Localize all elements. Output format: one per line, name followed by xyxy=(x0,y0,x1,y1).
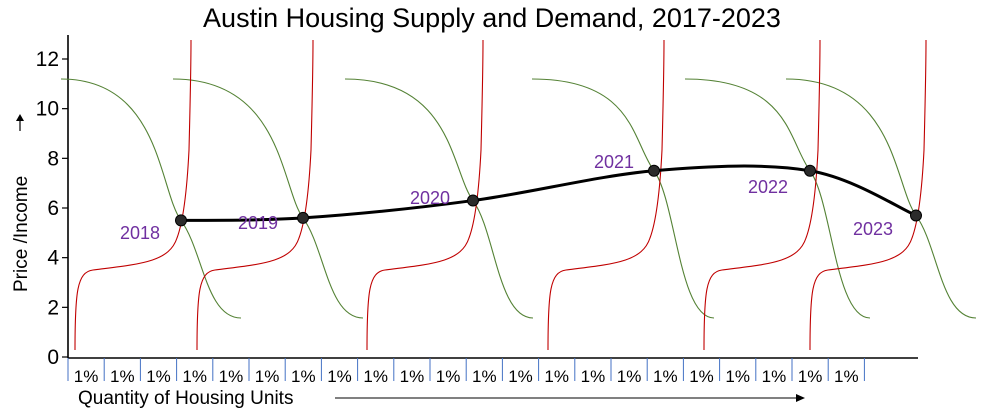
data-point-2020 xyxy=(467,194,479,207)
supply-curve xyxy=(809,39,927,351)
y-tick-label: 0 xyxy=(47,346,59,369)
x-segment-label: 1% xyxy=(617,367,642,386)
data-point-2018 xyxy=(175,214,187,227)
x-segment-label: 1% xyxy=(255,367,280,386)
y-axis-tick-labels: 0 2 4 6 8 10 12 xyxy=(36,48,60,369)
demand-curve xyxy=(60,78,242,319)
x-segment-label: 1% xyxy=(762,367,787,386)
x-segment-label: 1% xyxy=(291,367,316,386)
x-segment-label: 1% xyxy=(74,367,99,386)
year-label-2021: 2021 xyxy=(594,152,634,172)
equilibrium-points xyxy=(175,164,922,227)
x-segment-label: 1% xyxy=(544,367,569,386)
x-segment-label: 1% xyxy=(472,367,497,386)
year-label-2022: 2022 xyxy=(748,177,788,197)
data-point-2023 xyxy=(910,209,922,222)
x-segment-label: 1% xyxy=(798,367,823,386)
y-tick-label: 12 xyxy=(36,48,59,71)
demand-curves xyxy=(60,78,977,319)
y-axis-ticks xyxy=(62,58,68,358)
x-axis-segments: 1% 1% 1% 1% 1% 1% 1% 1% 1% 1% 1% 1% 1% 1% 1% 1% 1% 1% 1% 1%… xyxy=(67,358,865,386)
x-segment-label: 1% xyxy=(653,367,678,386)
data-point-2022 xyxy=(804,164,816,177)
x-segment-label: 1% xyxy=(110,367,135,386)
supply-curve xyxy=(74,39,192,351)
data-point-2019 xyxy=(297,211,309,224)
x-segment-label: 1% xyxy=(327,367,352,386)
y-axis-label-arrow xyxy=(16,114,24,131)
x-segment-label: 1% xyxy=(436,367,461,386)
x-segment-label: 1% xyxy=(363,367,388,386)
x-segment-label: 1% xyxy=(581,367,606,386)
year-labels: 2018 2019 2020 2021 2022 2023 xyxy=(120,152,893,243)
x-segment-label: 1% xyxy=(400,367,425,386)
x-segment-label: 1% xyxy=(834,367,859,386)
x-axis-label: Quantity of Housing Units xyxy=(78,388,293,409)
supply-curves xyxy=(74,39,927,351)
y-tick-label: 4 xyxy=(47,247,59,270)
x-segment-label: 1% xyxy=(508,367,533,386)
y-axis-label: Price /Income xyxy=(11,176,32,292)
x-segment-label: 1% xyxy=(219,367,244,386)
supply-curve xyxy=(366,39,484,351)
x-segment-label: 1% xyxy=(182,367,207,386)
demand-curve xyxy=(172,78,364,319)
demand-curve xyxy=(531,78,715,319)
x-axis-label-arrow xyxy=(335,394,805,402)
y-tick-label: 10 xyxy=(36,98,59,121)
supply-curve xyxy=(703,39,821,351)
supply-curve xyxy=(547,39,665,351)
y-tick-label: 6 xyxy=(47,197,59,220)
year-label-2020: 2020 xyxy=(410,188,450,208)
x-segment-label: 1% xyxy=(725,367,750,386)
demand-curve xyxy=(684,78,871,319)
y-tick-label: 8 xyxy=(47,147,59,170)
year-label-2023: 2023 xyxy=(853,219,893,239)
chart-title: Austin Housing Supply and Demand, 2017-2… xyxy=(203,3,781,33)
year-label-2019: 2019 xyxy=(238,213,278,233)
x-segment-label: 1% xyxy=(689,367,714,386)
x-segment-label: 1% xyxy=(146,367,171,386)
year-label-2018: 2018 xyxy=(120,223,160,243)
data-point-2021 xyxy=(648,164,660,177)
y-tick-label: 2 xyxy=(47,296,59,319)
supply-curve xyxy=(196,39,314,351)
